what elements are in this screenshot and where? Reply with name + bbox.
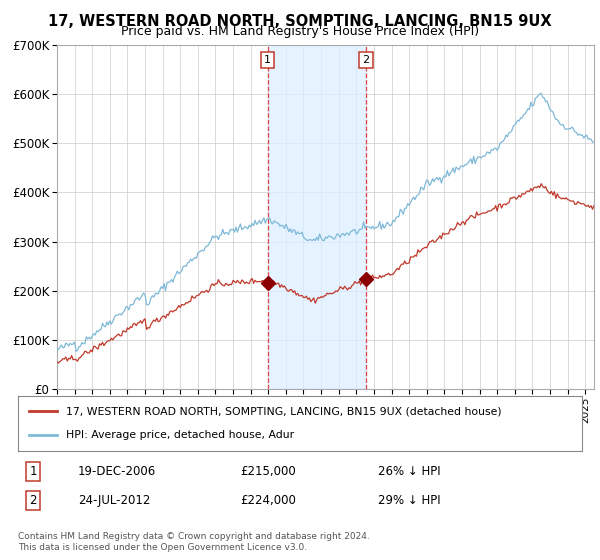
Text: 17, WESTERN ROAD NORTH, SOMPTING, LANCING, BN15 9UX: 17, WESTERN ROAD NORTH, SOMPTING, LANCIN…	[48, 14, 552, 29]
Text: 29% ↓ HPI: 29% ↓ HPI	[378, 494, 440, 507]
Text: 1: 1	[29, 465, 37, 478]
Text: £224,000: £224,000	[240, 494, 296, 507]
Text: £215,000: £215,000	[240, 465, 296, 478]
Text: Price paid vs. HM Land Registry's House Price Index (HPI): Price paid vs. HM Land Registry's House …	[121, 25, 479, 38]
Text: 2: 2	[29, 494, 37, 507]
Text: 2: 2	[362, 55, 370, 65]
Bar	[268, 45, 366, 389]
Text: 1: 1	[264, 55, 271, 65]
Text: 17, WESTERN ROAD NORTH, SOMPTING, LANCING, BN15 9UX (detached house): 17, WESTERN ROAD NORTH, SOMPTING, LANCIN…	[66, 407, 502, 416]
Text: This data is licensed under the Open Government Licence v3.0.: This data is licensed under the Open Gov…	[18, 543, 307, 552]
Text: 26% ↓ HPI: 26% ↓ HPI	[378, 465, 440, 478]
Text: HPI: Average price, detached house, Adur: HPI: Average price, detached house, Adur	[66, 431, 294, 440]
Text: 19-DEC-2006: 19-DEC-2006	[78, 465, 156, 478]
Text: Contains HM Land Registry data © Crown copyright and database right 2024.: Contains HM Land Registry data © Crown c…	[18, 532, 370, 541]
Text: 24-JUL-2012: 24-JUL-2012	[78, 494, 151, 507]
